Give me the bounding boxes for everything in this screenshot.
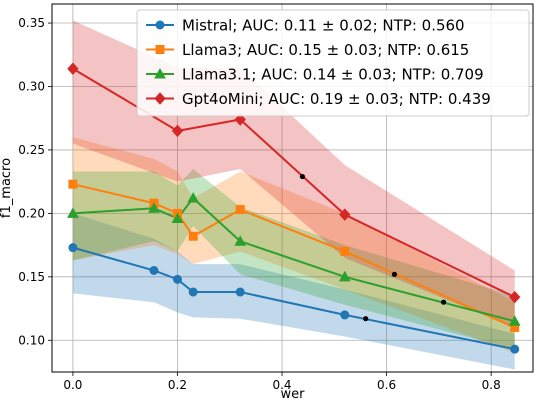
y-axis-label: f1_macro xyxy=(0,158,14,218)
ntp-point-series-3 xyxy=(299,173,306,180)
y-tick-label: 0.25 xyxy=(18,143,45,157)
point-series-0 xyxy=(68,243,78,253)
point-series-3 xyxy=(234,113,246,126)
point-series-2 xyxy=(338,270,351,282)
point-series-0 xyxy=(188,287,198,297)
x-tick-label: 0.0 xyxy=(63,378,82,392)
legend-marker xyxy=(155,20,165,30)
band-series-0 xyxy=(72,213,515,370)
series-markers xyxy=(67,62,521,354)
y-tick-label: 0.30 xyxy=(18,79,45,93)
point-series-0 xyxy=(149,265,159,275)
plot-frame xyxy=(51,3,534,373)
point-series-3 xyxy=(67,62,79,75)
point-series-2 xyxy=(187,192,200,203)
legend-label: Mistral; AUC: 0.11 ± 0.02; NTP: 0.560 xyxy=(182,17,465,35)
legend-label: Llama3; AUC: 0.15 ± 0.03; NTP: 0.615 xyxy=(182,41,469,59)
point-series-0 xyxy=(172,274,182,284)
legend-label: Llama3.1; AUC: 0.14 ± 0.03; NTP: 0.709 xyxy=(182,66,484,84)
y-tick-label: 0.10 xyxy=(18,333,45,347)
ntp-points xyxy=(299,173,447,322)
x-tick-label: 0.6 xyxy=(377,378,396,392)
point-series-1 xyxy=(68,179,78,189)
legend-label: Gpt4oMini; AUC: 0.19 ± 0.03; NTP: 0.439 xyxy=(182,90,491,108)
y-tick-label: 0.20 xyxy=(18,206,45,220)
point-series-3 xyxy=(339,208,351,221)
point-series-1 xyxy=(235,205,245,215)
point-series-2 xyxy=(67,207,79,218)
legend-marker xyxy=(155,45,165,54)
y-tick-label: 0.15 xyxy=(18,270,45,284)
point-series-3 xyxy=(509,290,521,304)
point-series-2 xyxy=(508,315,521,326)
point-series-3 xyxy=(171,124,184,138)
x-tick-label: 0.8 xyxy=(482,378,501,392)
axis-ticks: 0.0 0.2 0.4 0.6 0.8 0.10 0.15 0.20 0.25 0.30 0.35 xyxy=(18,16,500,392)
ntp-point-series-0 xyxy=(363,316,369,322)
point-series-0 xyxy=(340,310,350,320)
x-tick-label: 0.4 xyxy=(272,378,291,392)
legend: Mistral; AUC: 0.11 ± 0.02; NTP: 0.560 Lla… xyxy=(136,9,530,117)
ntp-point-series-2 xyxy=(440,299,447,305)
point-series-0 xyxy=(235,287,245,297)
legend-marker xyxy=(154,92,166,105)
band-series-1 xyxy=(72,137,515,353)
point-series-1 xyxy=(188,231,198,241)
legend-box xyxy=(136,9,530,117)
point-series-2 xyxy=(171,212,184,223)
point-series-2 xyxy=(234,235,247,246)
point-series-0 xyxy=(510,344,520,354)
y-tick-label: 0.35 xyxy=(18,16,45,30)
legend-marker xyxy=(154,67,166,79)
point-series-1 xyxy=(340,246,350,256)
x-tick-label: 0.2 xyxy=(168,378,187,392)
point-series-2 xyxy=(148,202,160,213)
ntp-point-series-1 xyxy=(391,271,398,277)
x-axis-label: wer xyxy=(281,387,306,402)
